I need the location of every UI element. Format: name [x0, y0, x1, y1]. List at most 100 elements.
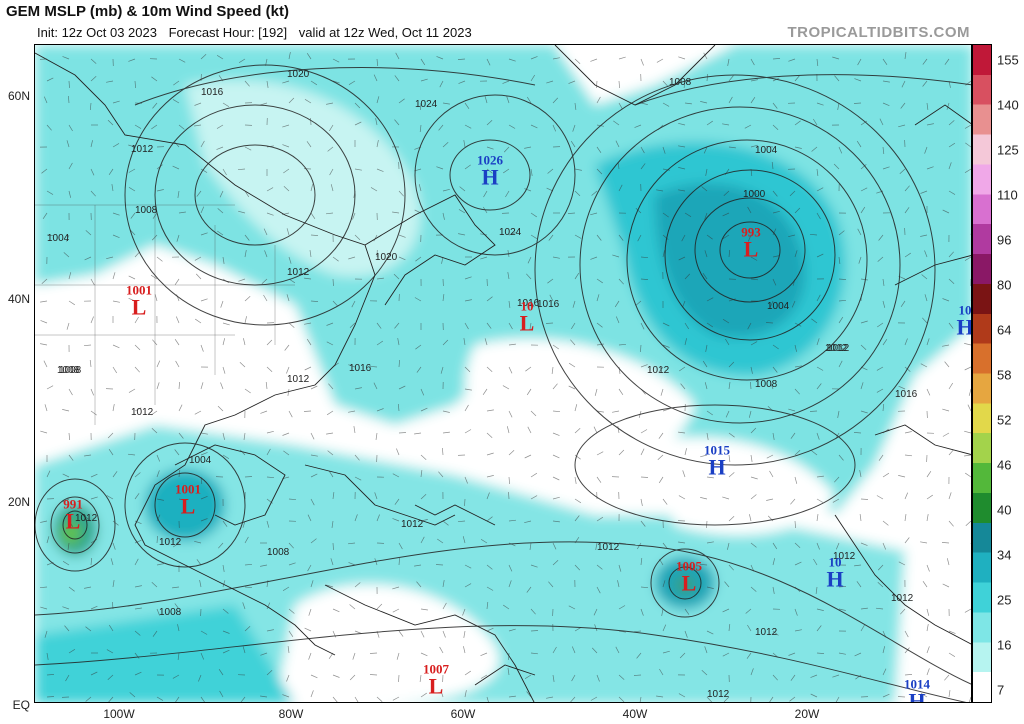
- wind-barb: [882, 80, 890, 83]
- wind-barb: [507, 272, 510, 280]
- wind-barb: [420, 519, 428, 522]
- wind-barb: [508, 124, 516, 129]
- wind-barb: [177, 652, 180, 660]
- wind-barb: [904, 52, 907, 60]
- wind-barb: [156, 382, 160, 390]
- wind-barb: [106, 256, 114, 260]
- wind-barb: [750, 668, 754, 676]
- wind-barb: [574, 168, 582, 171]
- wind-barb: [968, 696, 971, 702]
- colorbar-tick-label: 25: [997, 592, 1012, 608]
- wind-barb: [68, 190, 72, 198]
- wind-barb: [374, 558, 378, 566]
- wind-barb: [948, 278, 955, 285]
- wind-barb: [218, 542, 224, 549]
- wind-barb: [749, 514, 752, 522]
- wind-barb: [964, 608, 971, 613]
- wind-barb: [904, 431, 912, 434]
- wind-barb: [68, 366, 75, 372]
- wind-barb: [64, 625, 70, 632]
- colorbar-tick-label: 34: [997, 547, 1012, 563]
- wind-barb: [837, 102, 840, 110]
- isobar-label: 1012: [159, 537, 182, 548]
- wind-barb: [904, 537, 910, 544]
- wind-barb: [237, 168, 246, 171]
- wind-barb: [816, 366, 824, 371]
- wind-barb: [440, 366, 444, 374]
- wind-barb: [703, 52, 708, 60]
- wind-barb: [283, 450, 290, 456]
- wind-barb: [414, 564, 422, 567]
- wind-barb: [134, 316, 139, 324]
- isobar-label: 1012: [833, 551, 856, 562]
- wind-barb: [704, 646, 708, 654]
- wind-barb: [750, 168, 753, 177]
- wind-barb: [392, 473, 400, 478]
- wind-barb: [926, 102, 929, 110]
- wind-barb: [464, 429, 472, 434]
- wind-barb: [266, 629, 274, 632]
- wind-barb: [442, 294, 445, 302]
- wind-barb: [244, 625, 251, 632]
- wind-barb: [858, 256, 862, 264]
- wind-barb: [926, 123, 934, 126]
- wind-barb: [420, 78, 428, 82]
- wind-barb: [898, 124, 906, 128]
- wind-barb: [640, 322, 645, 330]
- wind-barb: [788, 652, 796, 656]
- wind-barb: [354, 630, 362, 634]
- wind-barb: [750, 97, 756, 104]
- wind-barb: [66, 234, 70, 242]
- wind-barb: [90, 190, 96, 197]
- wind-barb: [857, 58, 862, 66]
- wind-barb: [790, 498, 796, 505]
- wind-barb: [920, 693, 928, 698]
- wind-barb: [174, 141, 180, 148]
- wind-barb: [876, 495, 884, 500]
- wind-barb: [306, 53, 312, 60]
- wind-barb: [552, 432, 560, 436]
- wind-barb: [838, 146, 843, 154]
- wind-barb: [306, 338, 312, 346]
- wind-barb: [572, 124, 576, 132]
- wind-barb: [200, 206, 205, 214]
- wind-barb: [571, 646, 576, 654]
- wind-barb: [700, 101, 708, 104]
- wind-barb: [306, 141, 312, 148]
- wind-barb: [222, 649, 230, 654]
- wind-barb: [244, 190, 250, 198]
- wind-barb: [530, 608, 536, 615]
- wind-barb: [310, 674, 318, 679]
- run-info: Init: 12z Oct 03 2023 Forecast Hour: [19…: [37, 25, 480, 40]
- wind-barb: [944, 674, 950, 681]
- isobar-label: 1012: [755, 627, 778, 638]
- wind-barb: [706, 603, 712, 610]
- wind-barb: [394, 75, 400, 82]
- wind-barb: [173, 542, 180, 548]
- wind-barb: [769, 470, 774, 478]
- wind-barb: [216, 146, 224, 150]
- wind-barb: [860, 624, 865, 632]
- wind-barb: [90, 410, 97, 416]
- wind-barb: [772, 58, 781, 60]
- wind-barb: [462, 608, 466, 616]
- wind-barb: [684, 630, 688, 638]
- wind-barb: [794, 207, 801, 214]
- wind-barb: [772, 630, 779, 636]
- high-pressure-marker: 10 H: [826, 556, 843, 591]
- wind-barb: [44, 630, 48, 638]
- wind-barb: [524, 520, 532, 524]
- wind-barb: [243, 432, 246, 440]
- wind-barb: [530, 124, 538, 129]
- wind-barb: [349, 322, 356, 329]
- wind-barb: [394, 498, 400, 505]
- wind-barb: [882, 403, 885, 412]
- wind-barb: [486, 696, 489, 702]
- wind-barb: [175, 696, 180, 702]
- wind-barb: [173, 80, 180, 86]
- wind-barb: [574, 102, 577, 110]
- wind-barb: [920, 234, 928, 237]
- wind-barb: [618, 564, 622, 572]
- wind-barb: [596, 234, 602, 241]
- wind-barb: [107, 432, 114, 439]
